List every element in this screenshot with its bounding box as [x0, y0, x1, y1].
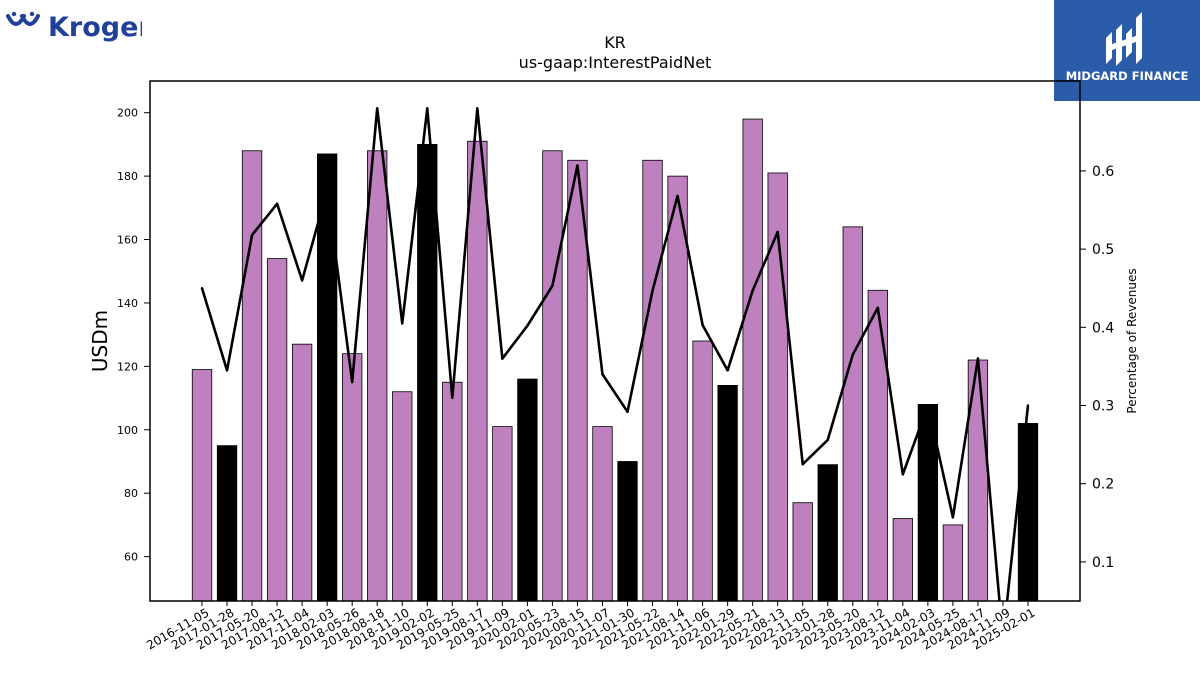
- bar-2022-05-21: [742, 118, 763, 602]
- line-point-2025-02-01: [1026, 404, 1030, 407]
- y-tick-label: 120: [117, 360, 138, 373]
- line-point-2024-05-25: [951, 516, 955, 519]
- bar-2020-05-23: [542, 150, 563, 602]
- y-tick-label: 80: [124, 487, 138, 500]
- line-point-2020-05-23: [551, 284, 554, 288]
- bar-2017-05-20: [241, 150, 263, 602]
- line-point-2018-08-18: [376, 107, 379, 110]
- line-point-2018-02-03: [325, 189, 329, 192]
- bar-2019-05-25: [442, 381, 463, 602]
- line-point-2020-08-15: [576, 164, 579, 167]
- line-point-2017-05-20: [250, 233, 254, 237]
- bar-2018-05-26: [342, 353, 363, 602]
- bar-2018-08-18: [367, 150, 388, 602]
- bar-2018-02-03: [316, 153, 338, 602]
- y-tick-label: 180: [117, 170, 138, 183]
- y2-tick-label: 0.2: [1092, 477, 1114, 493]
- line-point-2022-05-21: [751, 289, 754, 292]
- line-point-2021-01-30: [626, 410, 629, 413]
- bar-2021-08-14: [667, 175, 688, 602]
- revenue-percentage-line: [200, 107, 1030, 601]
- bar-2020-11-07: [592, 426, 613, 602]
- line-point-2016-11-05: [200, 287, 204, 290]
- line-point-2021-08-14: [676, 194, 679, 198]
- kroger-logo-text: Kroger: [48, 12, 142, 43]
- line-point-2023-11-04: [901, 473, 905, 476]
- bar-2025-02-01: [1017, 423, 1039, 602]
- y-axis-right: 0.1 0.2 0.3 0.4 0.5 0.6: [1080, 164, 1114, 571]
- midgard-finance-logo: MIDGARD FINANCE: [1054, 0, 1200, 101]
- bar-series: [191, 118, 1039, 602]
- y2-axis-label: Percentage of Revenues: [1125, 268, 1139, 413]
- chart-subtitle: us-gaap:InterestPaidNet: [519, 53, 712, 72]
- bar-2022-11-05: [792, 502, 813, 602]
- plot-frame: [149, 80, 1081, 602]
- bar-2016-11-05: [191, 369, 213, 602]
- line-point-2022-08-13: [776, 230, 779, 234]
- line-point-2021-05-22: [651, 289, 654, 292]
- bar-2021-01-30: [617, 461, 638, 602]
- bar-2017-11-04: [291, 343, 313, 602]
- line-point-2022-01-29: [726, 369, 729, 372]
- y-axis-label: USDm: [88, 310, 112, 372]
- bar-2017-08-12: [266, 258, 288, 602]
- line-point-2019-05-25: [451, 396, 454, 399]
- line-point-2017-01-28: [225, 369, 229, 372]
- bar-2023-05-20: [842, 226, 863, 602]
- bar-2021-11-06: [692, 340, 713, 602]
- x-axis: 2016-11-052017-01-282017-05-202017-08-12…: [144, 601, 1037, 652]
- chart-title: KR: [604, 33, 626, 52]
- y2-tick-label: 0.3: [1092, 399, 1114, 415]
- y-axis-left: 60 80 100 120 140 160 180 200: [117, 107, 150, 564]
- midgard-finance-logo-graphic: MIDGARD FINANCE: [1066, 12, 1189, 83]
- y-tick-label: 60: [124, 551, 138, 564]
- bar-2019-02-02: [417, 144, 438, 602]
- y-tick-label: 140: [117, 297, 138, 310]
- bar-2023-08-12: [867, 289, 888, 602]
- y2-tick-label: 0.6: [1092, 164, 1114, 180]
- bar-2017-01-28: [216, 445, 238, 602]
- bar-2022-01-29: [717, 384, 738, 602]
- line-point-2023-01-28: [826, 438, 829, 442]
- bar-2021-05-22: [642, 159, 663, 602]
- bar-2018-11-10: [392, 391, 413, 602]
- line-point-2017-08-12: [275, 202, 279, 205]
- bar-2019-11-09: [492, 426, 513, 602]
- line-point-2020-02-01: [526, 324, 529, 327]
- bar-2019-08-17: [467, 140, 488, 602]
- bar-2024-05-25: [942, 524, 964, 602]
- line-point-2018-05-26: [350, 380, 354, 384]
- line-point-2023-05-20: [851, 353, 854, 356]
- kroger-logo: Kroger: [2, 2, 152, 56]
- bar-2020-02-01: [517, 378, 538, 602]
- line-point-2021-11-06: [701, 323, 704, 327]
- y2-tick-label: 0.5: [1092, 242, 1114, 258]
- line-point-2019-08-17: [476, 107, 479, 110]
- line-point-2023-08-12: [876, 306, 880, 309]
- y2-tick-label: 0.4: [1092, 320, 1114, 336]
- line-point-2024-11-09: [1002, 639, 1004, 641]
- line-point-2019-02-02: [426, 107, 429, 110]
- line-point-2024-08-17: [976, 357, 980, 360]
- y-tick-label: 200: [117, 107, 138, 120]
- line-point-2022-11-05: [801, 462, 804, 466]
- line-series: [200, 107, 1030, 641]
- line-point-2019-11-09: [501, 357, 504, 360]
- line-point-2024-02-03: [926, 404, 930, 407]
- kroger-logo-graphic: Kroger: [6, 11, 152, 43]
- bar-2023-01-28: [817, 464, 838, 602]
- line-point-2018-11-10: [401, 322, 404, 325]
- y-tick-label: 160: [117, 234, 138, 247]
- y-tick-label: 100: [117, 424, 138, 437]
- bar-2023-11-04: [892, 518, 913, 602]
- line-point-2020-11-07: [601, 373, 604, 376]
- line-point-2017-11-04: [300, 279, 304, 282]
- midgard-finance-logo-text: MIDGARD FINANCE: [1066, 69, 1189, 83]
- y2-tick-label: 0.1: [1092, 555, 1114, 571]
